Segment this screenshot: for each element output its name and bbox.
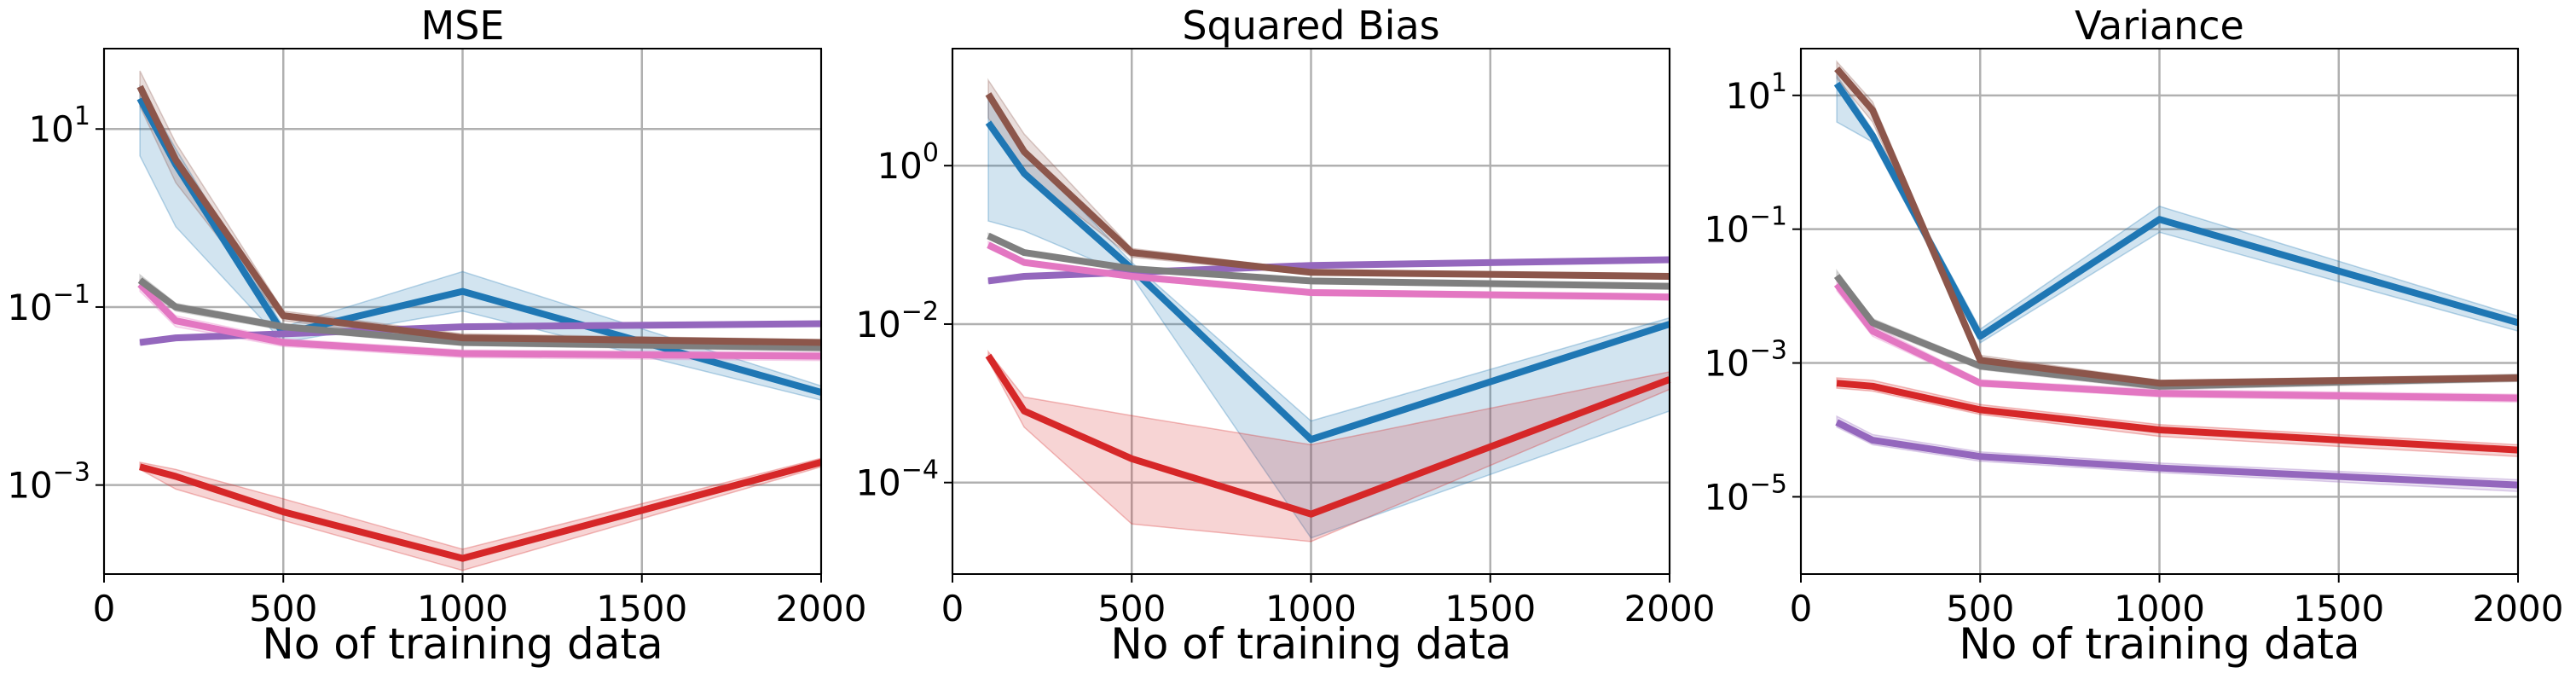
- plot-area: 0 500 1000 1500 2000 101 10−1 10−3: [7, 48, 867, 629]
- x-tick-label: 500: [1097, 588, 1166, 629]
- x-tick-label: 2000: [776, 588, 867, 629]
- plot-area: 0 500 1000 1500 2000 100 10−2 10−4: [855, 48, 1716, 629]
- x-axis-label: No of training data: [1959, 619, 2359, 669]
- series-band: [1836, 73, 2519, 344]
- series-line: [1835, 419, 2519, 489]
- series-line: [985, 92, 1670, 280]
- series-line: [1833, 81, 2520, 340]
- x-tick-label: 1500: [596, 588, 687, 629]
- series-line: [137, 281, 822, 360]
- x-axis-label: No of training data: [262, 619, 663, 669]
- x-axis-label: No of training data: [1110, 619, 1511, 669]
- panel-mse: 0 500 1000 1500 2000 101 10−1 10−3 MSE No of tr…: [7, 3, 866, 669]
- panel-title: Squared Bias: [1182, 3, 1439, 49]
- x-tick-label: 1500: [2293, 588, 2384, 629]
- x-tick-label: 1500: [1444, 588, 1536, 629]
- series-line: [136, 84, 822, 346]
- series-line: [137, 277, 822, 351]
- series-line: [139, 320, 822, 346]
- y-tick-label: 10−3: [1704, 336, 1787, 385]
- panel-title: Variance: [2075, 3, 2244, 49]
- x-tick-label: 1000: [1265, 588, 1357, 629]
- y-tick-label: 10−4: [855, 455, 939, 504]
- y-tick-label: 101: [1725, 68, 1787, 117]
- x-tick-label: 0: [93, 588, 116, 629]
- series-line: [1836, 380, 2519, 454]
- x-tick-label: 1000: [2114, 588, 2205, 629]
- series-line: [985, 353, 1671, 518]
- series-line: [987, 256, 1670, 285]
- x-tick-label: 0: [941, 588, 964, 629]
- y-tick-label: 10−1: [1704, 202, 1787, 251]
- x-tick-label: 2000: [1624, 588, 1716, 629]
- series-line: [1834, 66, 2519, 387]
- x-tick-label: 1000: [417, 588, 508, 629]
- panel-squared-bias: 0 500 1000 1500 2000 100 10−2 10−4 Squared Bias…: [855, 3, 1715, 669]
- series-line: [987, 232, 1670, 290]
- panel-title: MSE: [421, 3, 505, 49]
- x-tick-label: 0: [1790, 588, 1813, 629]
- y-tick-label: 10−1: [7, 280, 90, 328]
- plot-area: 0 500 1000 1500 2000 101 10−1 10−3 10−5: [1704, 48, 2564, 629]
- y-tick-label: 10−2: [855, 297, 939, 345]
- series-line: [139, 459, 823, 562]
- y-tick-label: 10−5: [1704, 469, 1787, 518]
- series-line: [987, 241, 1670, 301]
- y-tick-label: 101: [28, 102, 90, 150]
- x-tick-label: 500: [1946, 588, 2014, 629]
- x-tick-label: 2000: [2473, 588, 2564, 629]
- y-tick-label: 100: [877, 138, 939, 187]
- panel-variance: 0 500 1000 1500 2000 101 10−1 10−3 10−5 Variance…: [1704, 3, 2563, 669]
- x-tick-label: 500: [249, 588, 317, 629]
- series-line: [1833, 281, 2519, 402]
- y-tick-label: 10−3: [7, 458, 90, 507]
